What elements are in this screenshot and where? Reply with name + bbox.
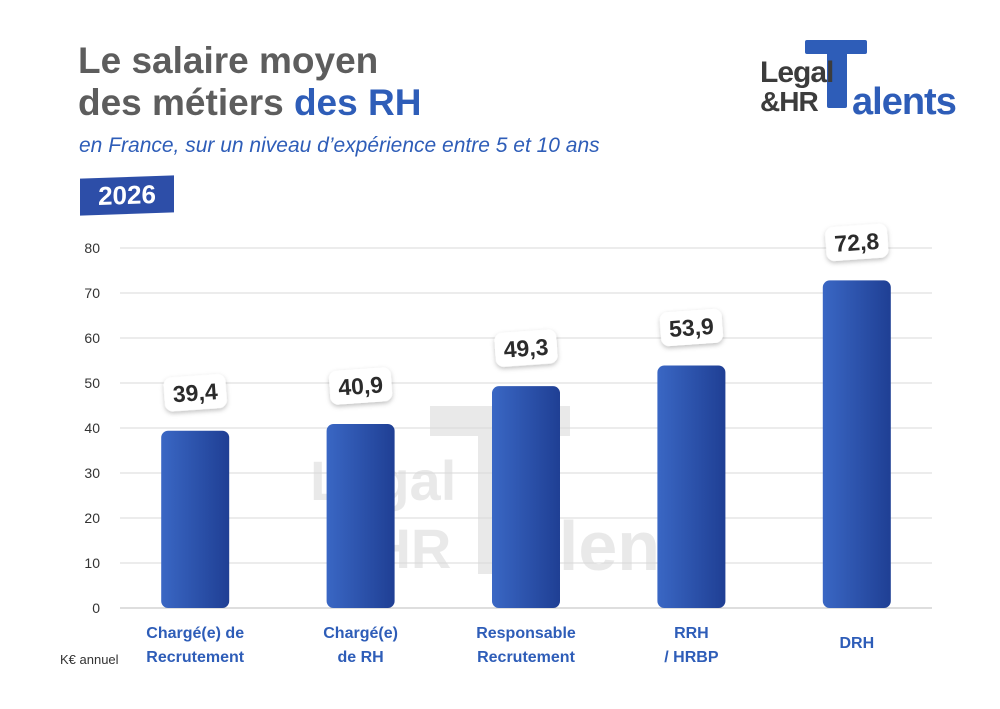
- chart-bars: [161, 280, 891, 608]
- value-label: 72,8: [834, 228, 881, 257]
- bar: [492, 386, 560, 608]
- y-tick-label: 30: [84, 465, 100, 481]
- bar: [326, 423, 395, 608]
- value-label-badge: 39,4: [163, 374, 227, 412]
- bar: [822, 280, 891, 608]
- brand-logo: Legal &HR alents: [760, 38, 957, 123]
- x-tick-label: de RH: [337, 649, 383, 666]
- title-line-2-prefix: des métiers: [78, 82, 294, 123]
- logo-text-legal: Legal: [760, 56, 834, 89]
- value-label-box: [494, 329, 558, 367]
- y-tick-label: 10: [84, 555, 100, 571]
- bar: [657, 365, 726, 608]
- subtitle: en France, sur un niveau d’expérience en…: [79, 134, 600, 157]
- value-label-box: [329, 367, 393, 405]
- value-label-box: [659, 308, 723, 347]
- x-tick-label: / HRBP: [664, 649, 719, 666]
- value-label: 49,3: [503, 334, 549, 363]
- x-tick-label: Recrutement: [146, 649, 244, 666]
- y-tick-label: 70: [84, 285, 100, 301]
- y-axis-unit-label: K€ annuel: [60, 652, 119, 667]
- value-label: 40,9: [337, 371, 383, 400]
- y-tick-label: 60: [84, 330, 100, 346]
- logo-text-hr: &HR: [760, 86, 819, 117]
- value-label-badge: 49,3: [494, 329, 558, 367]
- value-label: 53,9: [668, 313, 714, 342]
- logo-text-alents: alents: [852, 81, 957, 123]
- logo-t-stem-icon: [827, 40, 847, 108]
- value-label-badge: 53,9: [659, 308, 723, 347]
- x-tick-label: Chargé(e) de: [146, 625, 244, 642]
- title-line-2-accent: des RH: [293, 82, 422, 123]
- page-title: Le salaire moyen des métiers des RH: [78, 40, 421, 124]
- title-line-1: Le salaire moyen: [78, 40, 379, 81]
- x-tick-label: RRH: [674, 625, 709, 642]
- value-label-badge: 40,9: [329, 367, 393, 405]
- x-tick-label: Chargé(e): [323, 625, 398, 642]
- value-label-badge: 72,8: [825, 223, 889, 261]
- value-label: 39,4: [172, 378, 219, 407]
- y-tick-label: 0: [92, 600, 100, 616]
- chart-x-tick-labels: Chargé(e) de Recrutement Chargé(e) de RH Res…: [146, 625, 874, 666]
- y-tick-label: 20: [84, 510, 100, 526]
- value-label-box: [163, 374, 227, 412]
- y-tick-label: 50: [84, 375, 100, 391]
- x-tick-label: Recrutement: [477, 649, 575, 666]
- value-label-box: [825, 223, 889, 261]
- chart-value-labels: 39,4 40,9 49,3 53,9 72,8: [163, 223, 889, 412]
- x-tick-label: Responsable: [476, 625, 576, 642]
- x-tick-label: DRH: [839, 635, 874, 652]
- y-tick-label: 80: [84, 240, 100, 256]
- bar: [161, 430, 230, 608]
- y-tick-label: 40: [84, 420, 100, 436]
